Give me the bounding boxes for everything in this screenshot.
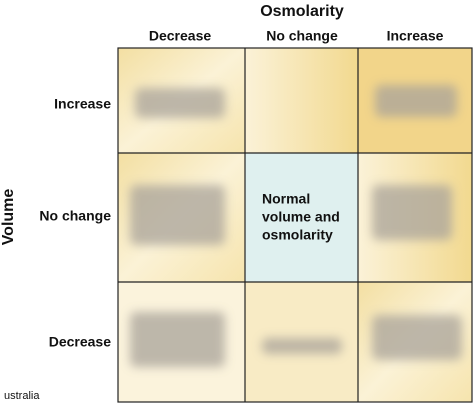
column-header: No change (266, 28, 338, 44)
footer: ustralia (4, 390, 40, 402)
column-header: Decrease (149, 28, 211, 44)
cell-line: volume and (262, 209, 340, 225)
cell-line: Normal (262, 191, 310, 207)
center-cell-text: Normal volume and osmolarity (262, 191, 340, 243)
column-header: Increase (387, 28, 444, 44)
cell-line: osmolarity (262, 227, 333, 243)
axis-label: Volume (0, 189, 17, 246)
row-header: No change (39, 208, 111, 224)
blurred-content (130, 85, 462, 367)
title: Osmolarity (260, 3, 344, 20)
row-header: Increase (54, 96, 111, 112)
row-header: Decrease (49, 334, 111, 350)
